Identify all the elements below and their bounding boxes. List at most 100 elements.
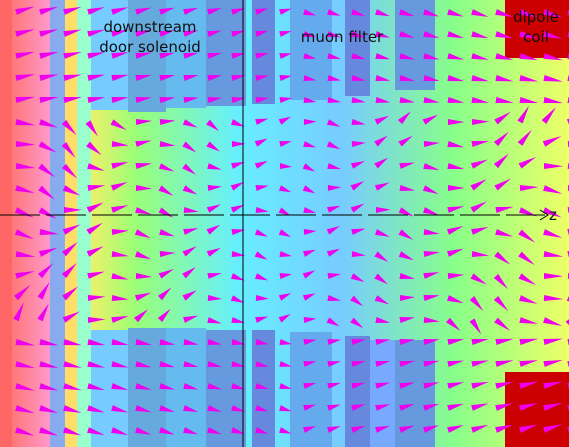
field-arrow [38,163,56,178]
field-arrow [182,246,197,257]
field-arrow [423,9,440,17]
field-arrow [399,162,415,169]
field-arrow [157,308,171,323]
field-arrow [399,9,415,17]
field-arrow [327,31,341,38]
filter-label: muon filter [301,28,384,46]
field-arrow [543,185,563,194]
field-arrow [15,405,35,414]
field-arrow [135,52,152,59]
field-arrow [470,201,487,213]
field-arrow [303,339,317,345]
field-arrow [375,425,390,433]
field-arrow [446,226,464,235]
field-arrow [493,153,509,169]
field-arrow [375,53,391,60]
field-arrow [206,141,220,152]
field-arrow [423,403,440,411]
field-arrow [494,178,512,191]
field-arrow [375,404,391,411]
field-arrow [206,119,219,131]
field-arrow [327,404,341,411]
field-arrow [231,427,245,434]
field-arrow [447,273,465,279]
field-arrow [63,427,82,436]
field-arrow [254,273,269,281]
field-arrow [111,205,129,213]
field-arrow [15,251,36,257]
field-arrow [303,383,317,389]
field-arrow [135,74,152,81]
field-arrow [37,262,54,279]
field-arrow [111,339,129,345]
field-arrow [158,185,174,196]
field-arrow [111,295,129,301]
field-arrow [14,229,35,240]
field-arrow [15,270,35,279]
field-arrow [279,251,292,257]
field-arrow [61,163,78,179]
field-arrow [351,75,366,81]
field-arrow [86,141,102,156]
field-arrow [351,228,366,235]
field-arrow [39,405,59,414]
field-arrow [495,229,514,237]
field-arrow [63,6,82,15]
field-arrow [351,53,366,60]
field-arrow [447,403,464,411]
field-arrow [183,405,199,412]
field-arrow [111,7,129,15]
field-arrow [303,97,317,103]
field-arrow [279,53,292,59]
field-arrow [135,7,152,15]
field-arrow [231,361,246,367]
field-arrow [471,251,490,257]
field-arrow [375,339,391,345]
field-arrow [303,119,317,125]
field-arrow [493,131,509,147]
field-arrow [231,53,246,59]
field-arrow [135,140,152,147]
field-arrow [159,52,176,59]
field-arrow [231,161,245,169]
field-arrow [159,251,176,257]
field-arrow [351,31,366,38]
field-arrow [327,426,341,433]
field-arrow [423,339,440,345]
field-arrow [519,317,539,324]
field-arrow [423,317,440,323]
field-arrow [471,9,489,17]
field-arrow [62,242,78,257]
field-arrow [39,74,59,81]
field-arrow [231,405,246,412]
field-arrow [38,207,57,219]
field-arrow [135,207,152,215]
field-arrow [85,120,98,137]
field-arrow [398,251,414,261]
field-arrow [375,382,391,389]
field-arrow [327,295,341,301]
field-arrow [135,29,152,37]
field-arrow [182,119,198,128]
field-arrow [327,53,341,59]
field-arrow [519,75,539,82]
field-arrow [423,360,440,367]
field-arrow [423,97,440,103]
field-arrow [495,424,514,433]
field-arrow [398,229,414,240]
field-arrow [375,360,391,367]
field-arrow [518,251,535,266]
field-arrow [183,339,199,345]
field-arrow [86,222,103,235]
field-arrow [423,295,440,301]
field-arrow [543,229,563,238]
field-arrow [543,163,564,169]
field-arrow [110,119,127,131]
field-arrow [15,119,36,126]
field-arrow [303,141,317,148]
field-arrow [495,9,514,18]
field-arrow [423,207,440,216]
field-arrow [326,248,341,257]
field-arrow [543,251,564,257]
solenoid-label: door solenoid [99,38,201,56]
